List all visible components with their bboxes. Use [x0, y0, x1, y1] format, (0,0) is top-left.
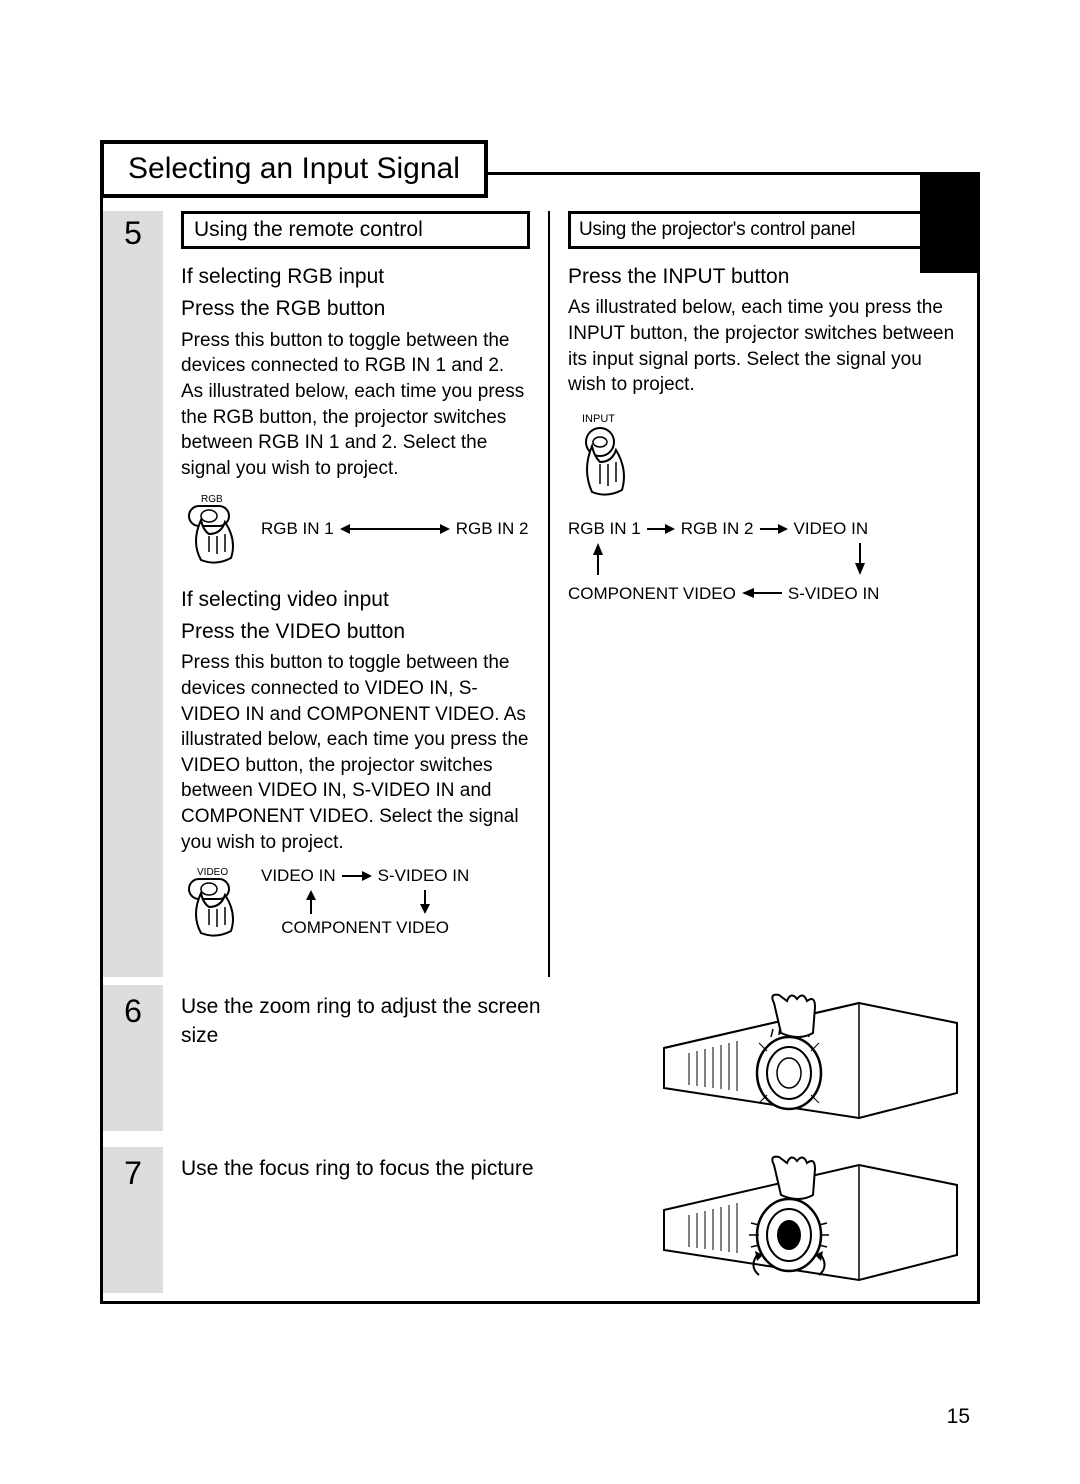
- step-7: 7 Use the focus ring to focus the pictur…: [103, 1139, 977, 1301]
- rgb-flow-b: RGB IN 2: [456, 519, 529, 539]
- video-lead1: If selecting video input: [181, 586, 530, 614]
- rgb-lead2: Press the RGB button: [181, 295, 530, 323]
- rgb-lead1: If selecting RGB input: [181, 263, 530, 291]
- video-body: Press this button to toggle between the …: [181, 650, 530, 855]
- step-6: 6 Use the zoom ring to adjust the screen…: [103, 977, 977, 1139]
- input-flow-row1: RGB IN 1 RGB IN 2 VIDEO IN: [568, 517, 959, 541]
- rgb-flow-a: RGB IN 1: [261, 519, 334, 539]
- input-button-icon: INPUT: [572, 412, 642, 502]
- step6-text: Use the zoom ring to adjust the screen s…: [181, 993, 541, 1050]
- rgb-btn-label: RGB: [201, 494, 223, 505]
- video-flow-a: VIDEO IN: [261, 866, 336, 886]
- rgb-diagram: RGB RGB IN 1 RGB IN 2: [181, 492, 530, 566]
- input-flow-e: COMPONENT VIDEO: [568, 582, 736, 606]
- input-flow-row2: COMPONENT VIDEO S-VIDEO IN: [568, 582, 959, 606]
- remote-heading: Using the remote control: [181, 211, 530, 249]
- input-flow-a: RGB IN 1: [568, 517, 641, 541]
- video-lead2: Press the VIDEO button: [181, 618, 530, 646]
- video-flow-top: VIDEO IN S-VIDEO IN: [261, 866, 469, 886]
- input-lead: Press the INPUT button: [568, 263, 959, 291]
- step7-text: Use the focus ring to focus the picture: [181, 1155, 541, 1183]
- right-arrow-icon: [760, 523, 788, 535]
- rgb-body: Press this button to toggle between the …: [181, 328, 530, 482]
- control-panel-column: Using the projector's control panel Pres…: [548, 211, 977, 977]
- rgb-button-icon: RGB: [181, 492, 251, 566]
- right-arrow-icon: [647, 523, 675, 535]
- step-number: 6: [124, 993, 142, 1030]
- double-arrow-icon: [340, 522, 450, 536]
- step-5: 5 Using the remote control If selecting …: [103, 199, 977, 977]
- projector-focus-icon: [659, 1155, 959, 1285]
- rgb-flow: RGB IN 1 RGB IN 2: [261, 519, 529, 539]
- input-flow-b: RGB IN 2: [681, 517, 754, 541]
- step-number-bar: 5: [103, 211, 163, 977]
- left-arrow-icon: [742, 587, 782, 599]
- right-arrow-icon: [342, 870, 372, 882]
- page-number: 15: [947, 1405, 970, 1429]
- main-content-box: 5 Using the remote control If selecting …: [100, 172, 980, 1304]
- video-flow-c: COMPONENT VIDEO: [281, 918, 449, 938]
- video-button-icon: VIDEO: [181, 865, 251, 939]
- input-btn-label: INPUT: [582, 413, 615, 425]
- video-diagram: VIDEO VIDEO IN S-VIDEO IN: [181, 865, 530, 939]
- step-number: 5: [124, 215, 142, 252]
- video-flow-b: S-VIDEO IN: [378, 866, 470, 886]
- panel-heading: Using the projector's control panel: [568, 211, 959, 249]
- side-tab: [920, 175, 980, 273]
- step-number: 7: [124, 1155, 142, 1192]
- video-btn-label: VIDEO: [197, 867, 228, 878]
- input-body: As illustrated below, each time you pres…: [568, 295, 959, 398]
- step-number-bar: 6: [103, 985, 163, 1131]
- page-title: Selecting an Input Signal: [100, 140, 488, 198]
- input-flow-c: VIDEO IN: [794, 517, 869, 541]
- cycle-arrows-icon: [265, 890, 465, 914]
- remote-control-column: Using the remote control If selecting RG…: [163, 211, 548, 977]
- projector-zoom-icon: [659, 993, 959, 1123]
- input-flow-d: S-VIDEO IN: [788, 582, 880, 606]
- cycle-vertical-arrows-icon: [568, 541, 888, 575]
- step-number-bar: 7: [103, 1147, 163, 1293]
